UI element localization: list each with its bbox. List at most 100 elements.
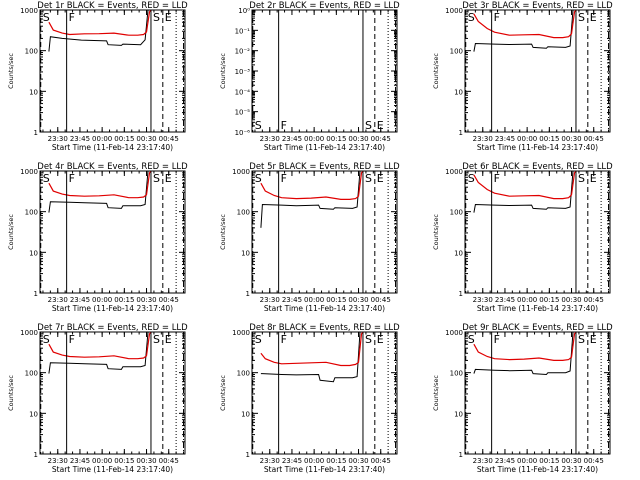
events-line: [473, 332, 574, 376]
y-axis-label: Counts/sec: [432, 53, 440, 89]
x-tick-label: 00:30: [348, 135, 368, 143]
y-tick-label: 1000: [445, 7, 463, 15]
x-tick-label: 00:15: [539, 457, 559, 465]
y-axis-label: Counts/sec: [7, 375, 15, 411]
x-axis-label: Start Time (11-Feb-14 23:17:40): [264, 465, 385, 474]
marker-label-s: S: [153, 172, 160, 185]
marker-label-s: S: [365, 333, 372, 346]
marker-label-f: F: [69, 172, 75, 185]
marker-label-f: F: [281, 119, 287, 132]
x-tick-label: 00:30: [136, 135, 156, 143]
marker-label-s: S: [365, 172, 372, 185]
x-tick-label: 00:00: [304, 135, 324, 143]
x-tick-label: 23:45: [282, 296, 302, 304]
y-tick-label: 10⁻¹: [235, 27, 251, 35]
marker-label-e: E: [165, 11, 172, 24]
x-axis-label: Start Time (11-Feb-14 23:17:40): [52, 465, 173, 474]
y-tick-label: 10: [454, 410, 463, 418]
x-tick-label: 00:45: [371, 457, 391, 465]
panel-4: Det 4r BLACK = Events, RED = LLD 1 10 100 10…: [7, 162, 188, 313]
x-tick-label: 00:15: [326, 296, 346, 304]
marker-label-s: S: [255, 333, 262, 346]
x-tick-label: 23:45: [70, 457, 90, 465]
x-tick-label: 23:30: [48, 296, 68, 304]
marker-label-s: S: [255, 119, 262, 132]
marker-label-e: E: [590, 333, 597, 346]
y-tick-label: 10⁻⁵: [235, 109, 251, 117]
plot-frame: [39, 9, 186, 133]
x-tick-label: 00:30: [561, 135, 581, 143]
x-tick-label: 00:45: [584, 296, 604, 304]
x-tick-label: 23:30: [473, 457, 493, 465]
panel-title: Det 2r BLACK = Events, RED = LLD: [249, 1, 400, 11]
y-tick-label: 10: [454, 88, 463, 96]
y-tick-label: 1000: [232, 329, 250, 337]
y-tick-label: 1: [246, 290, 250, 298]
x-tick-label: 23:30: [48, 135, 68, 143]
x-tick-label: 23:30: [260, 457, 280, 465]
marker-label-e: E: [377, 119, 384, 132]
marker-label-e: E: [377, 333, 384, 346]
marker-label-f: F: [494, 333, 500, 346]
plot-frame: [251, 170, 398, 294]
marker-label-e: E: [590, 172, 597, 185]
y-tick-label: 100: [25, 48, 38, 56]
x-tick-label: 00:15: [326, 135, 346, 143]
events-line: [260, 332, 361, 383]
x-tick-label: 23:45: [282, 457, 302, 465]
marker-label-s: S: [578, 172, 585, 185]
panel-title: Det 5r BLACK = Events, RED = LLD: [249, 162, 400, 172]
x-tick-label: 00:00: [304, 296, 324, 304]
y-tick-label: 1: [459, 129, 463, 137]
y-tick-label: 10⁰: [238, 7, 250, 15]
x-tick-label: 00:00: [92, 296, 112, 304]
panel-title: Det 9r BLACK = Events, RED = LLD: [462, 323, 613, 333]
x-tick-label: 00:30: [136, 457, 156, 465]
y-tick-label: 1: [459, 290, 463, 298]
y-tick-label: 10: [29, 410, 38, 418]
panel-title: Det 7r BLACK = Events, RED = LLD: [37, 323, 188, 333]
panel-1: Det 1r BLACK = Events, RED = LLD 1 10 100 10…: [7, 1, 188, 152]
panel-3: Det 3r BLACK = Events, RED = LLD 1 10 100 10…: [432, 1, 613, 152]
x-tick-label: 23:45: [282, 135, 302, 143]
panel-title: Det 8r BLACK = Events, RED = LLD: [249, 323, 400, 333]
y-tick-label: 1000: [232, 168, 250, 176]
x-axis-label: Start Time (11-Feb-14 23:17:40): [52, 304, 173, 313]
y-axis-label: Counts/sec: [432, 214, 440, 250]
x-tick-label: 23:45: [495, 296, 515, 304]
lld-line: [260, 332, 364, 367]
y-tick-label: 1000: [20, 7, 38, 15]
marker-label-s: S: [255, 172, 262, 185]
x-tick-label: 23:45: [495, 135, 515, 143]
lld-line: [48, 10, 152, 36]
plot-frame: [251, 331, 398, 455]
panel-title: Det 4r BLACK = Events, RED = LLD: [37, 162, 188, 172]
marker-label-f: F: [281, 333, 287, 346]
y-tick-label: 100: [25, 209, 38, 217]
x-tick-label: 00:45: [584, 135, 604, 143]
events-line: [48, 332, 149, 374]
y-tick-label: 10⁻²: [235, 48, 251, 56]
marker-label-e: E: [165, 172, 172, 185]
y-axis-label: Counts/sec: [219, 214, 227, 250]
plot-frame: [39, 170, 186, 294]
y-tick-label: 10: [454, 249, 463, 257]
x-tick-label: 23:45: [495, 457, 515, 465]
x-tick-label: 00:30: [136, 296, 156, 304]
panel-title: Det 6r BLACK = Events, RED = LLD: [462, 162, 613, 172]
series-group: [48, 10, 152, 52]
panel-2: Det 2r BLACK = Events, RED = LLD 10⁻⁶ 10⁻⁵…: [219, 1, 400, 152]
y-tick-label: 1000: [445, 168, 463, 176]
panel-8: Det 8r BLACK = Events, RED = LLD 1 10 100 10…: [219, 323, 400, 474]
marker-label-s: S: [153, 333, 160, 346]
marker-label-s: S: [578, 333, 585, 346]
series-group: [48, 171, 152, 213]
x-tick-label: 00:45: [371, 296, 391, 304]
y-tick-label: 100: [450, 48, 463, 56]
x-axis-label: Start Time (11-Feb-14 23:17:40): [477, 304, 598, 313]
x-tick-label: 00:30: [348, 296, 368, 304]
y-tick-label: 10: [29, 249, 38, 257]
lld-line: [48, 171, 152, 199]
y-axis-label: Counts/sec: [7, 53, 15, 89]
